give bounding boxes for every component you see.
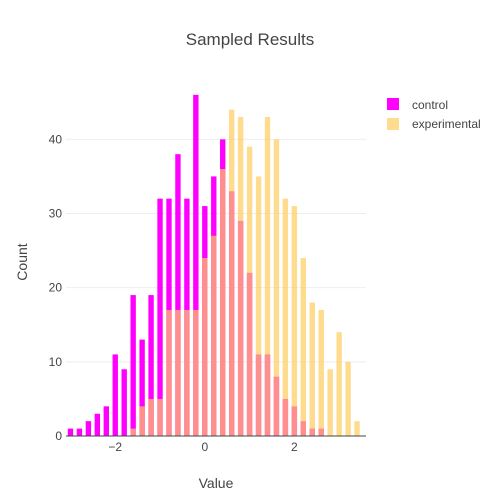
bar-experimental[interactable] bbox=[273, 139, 280, 437]
legend-label-experimental: experimental bbox=[412, 117, 481, 131]
bar-experimental[interactable] bbox=[184, 309, 190, 436]
bar-experimental[interactable] bbox=[300, 258, 306, 436]
bar-experimental[interactable] bbox=[220, 169, 226, 436]
bar-control[interactable] bbox=[112, 354, 118, 436]
bar-control[interactable] bbox=[76, 428, 83, 436]
bar-experimental[interactable] bbox=[264, 117, 271, 436]
series-experimental bbox=[130, 109, 360, 437]
y-tick-label: 0 bbox=[55, 429, 62, 443]
legend-swatch-control bbox=[387, 98, 399, 110]
bar-experimental[interactable] bbox=[175, 309, 181, 436]
bar-control[interactable] bbox=[175, 154, 181, 436]
bar-experimental[interactable] bbox=[354, 421, 360, 436]
legend-item-control[interactable]: control bbox=[387, 98, 448, 112]
bar-experimental[interactable] bbox=[291, 206, 298, 436]
legend: control experimental bbox=[387, 98, 481, 131]
bar-experimental[interactable] bbox=[327, 369, 333, 436]
y-tick-label: 30 bbox=[49, 207, 63, 221]
bar-experimental[interactable] bbox=[202, 258, 208, 436]
bar-control[interactable] bbox=[157, 198, 163, 436]
bar-control[interactable] bbox=[103, 406, 109, 436]
bar-experimental[interactable] bbox=[148, 398, 154, 436]
legend-item-experimental[interactable]: experimental bbox=[387, 117, 481, 131]
legend-swatch-experimental bbox=[387, 118, 399, 130]
bar-control[interactable] bbox=[85, 421, 92, 436]
y-tick-label: 20 bbox=[49, 281, 63, 295]
bar-experimental[interactable] bbox=[309, 302, 315, 437]
bar-experimental[interactable] bbox=[318, 309, 324, 436]
x-tick-label: −2 bbox=[108, 440, 122, 454]
bar-experimental[interactable] bbox=[166, 309, 172, 436]
bar-control[interactable] bbox=[67, 428, 74, 436]
chart-title: Sampled Results bbox=[186, 30, 315, 49]
bar-experimental[interactable] bbox=[345, 361, 351, 436]
bar-experimental[interactable] bbox=[157, 398, 163, 436]
legend-label-control: control bbox=[412, 98, 448, 112]
bar-control[interactable] bbox=[130, 295, 136, 436]
bar-control[interactable] bbox=[121, 369, 127, 436]
bar-experimental[interactable] bbox=[193, 309, 199, 436]
bar-experimental[interactable] bbox=[139, 406, 145, 436]
bar-control[interactable] bbox=[139, 339, 145, 436]
x-tick-label: 2 bbox=[291, 440, 298, 454]
axes: 0 10 20 30 40 −2 0 2 bbox=[49, 132, 366, 454]
y-tick-label: 40 bbox=[49, 132, 63, 146]
bar-control[interactable] bbox=[148, 295, 154, 436]
bar-experimental[interactable] bbox=[130, 428, 136, 436]
x-axis-title: Value bbox=[199, 475, 234, 491]
bar-experimental[interactable] bbox=[246, 146, 253, 436]
y-tick-label: 10 bbox=[49, 355, 63, 369]
bar-experimental[interactable] bbox=[282, 198, 289, 436]
bar-experimental[interactable] bbox=[211, 235, 217, 436]
y-axis-title: Count bbox=[14, 243, 30, 280]
bar-experimental[interactable] bbox=[237, 117, 244, 436]
bar-control[interactable] bbox=[193, 94, 199, 436]
bar-experimental[interactable] bbox=[255, 176, 262, 436]
bar-experimental[interactable] bbox=[336, 332, 342, 436]
bar-experimental[interactable] bbox=[228, 109, 235, 437]
bars bbox=[67, 94, 360, 437]
bar-control[interactable] bbox=[94, 413, 101, 436]
x-tick-label: 0 bbox=[201, 440, 208, 454]
